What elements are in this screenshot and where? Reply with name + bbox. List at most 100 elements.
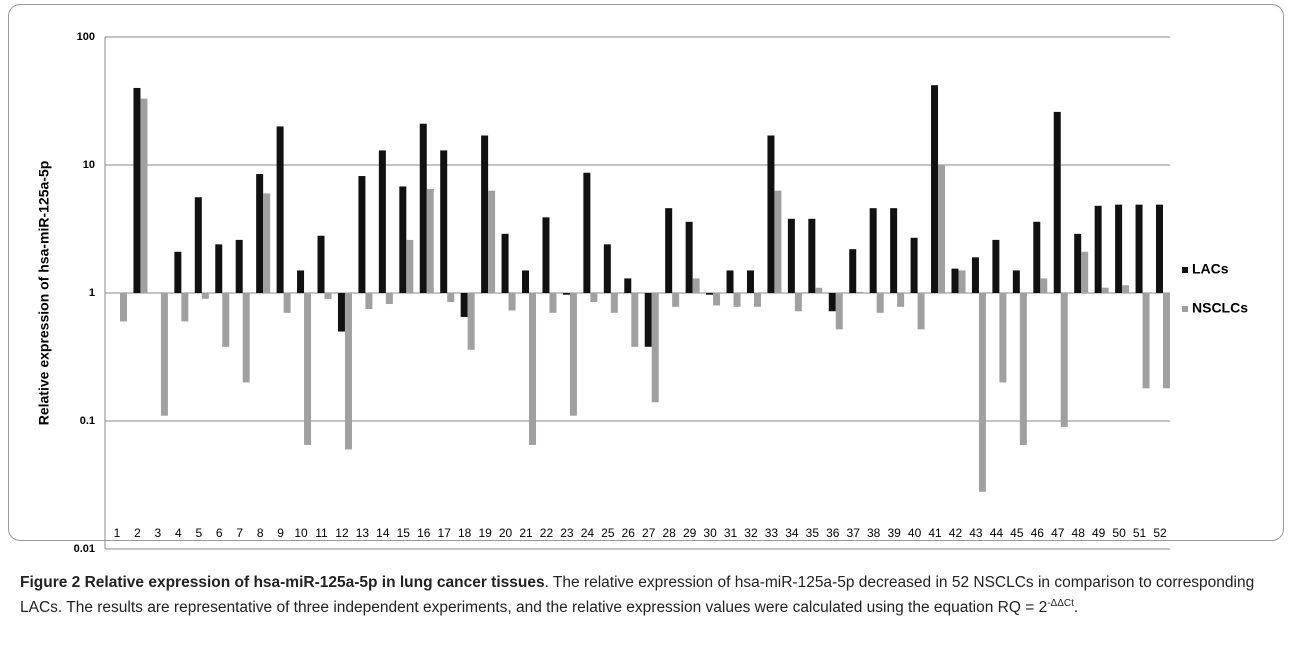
- x-tick-label: 20: [499, 526, 513, 540]
- bar: [399, 186, 407, 293]
- x-tick-label: 16: [417, 526, 431, 540]
- bar: [808, 218, 816, 293]
- bar: [692, 278, 700, 293]
- bar: [488, 190, 496, 293]
- x-tick-label: 38: [867, 526, 881, 540]
- bar: [215, 244, 223, 293]
- x-tick-label: 17: [438, 526, 452, 540]
- bar: [583, 172, 591, 293]
- x-tick-label: 2: [134, 526, 141, 540]
- bar: [644, 293, 652, 347]
- bar: [160, 293, 168, 416]
- bar: [753, 293, 761, 307]
- bar: [1115, 204, 1123, 293]
- bar: [815, 287, 823, 293]
- bar: [610, 293, 618, 313]
- bar: [685, 221, 693, 293]
- x-tick-label: 25: [601, 526, 615, 540]
- bar: [665, 208, 673, 293]
- bar: [835, 293, 843, 330]
- x-tick-label: 15: [397, 526, 411, 540]
- bar: [337, 293, 345, 332]
- x-tick-label: 41: [928, 526, 942, 540]
- bar: [733, 293, 741, 307]
- bar: [958, 270, 966, 293]
- bar: [978, 293, 986, 492]
- x-tick-label: 3: [155, 526, 162, 540]
- bar: [971, 257, 979, 293]
- chart: Relative expression of hsa-miR-125a-5p 1…: [36, 31, 1249, 555]
- bar: [917, 293, 925, 330]
- y-tick-label: 0.1: [80, 415, 95, 427]
- x-tick-label: 42: [949, 526, 963, 540]
- bar: [508, 293, 516, 311]
- bar: [856, 291, 864, 293]
- caption: Figure 2 Relative expression of hsa-miR-…: [20, 572, 1282, 618]
- x-tick-label: 43: [969, 526, 983, 540]
- bar: [1094, 205, 1102, 293]
- bar: [706, 293, 714, 295]
- y-tick-label: 1: [89, 287, 95, 299]
- bar: [283, 293, 291, 313]
- bar: [133, 87, 141, 294]
- bar: [549, 293, 557, 313]
- x-tick-label: 19: [478, 526, 492, 540]
- bar: [951, 268, 959, 293]
- x-tick-label: 9: [277, 526, 284, 540]
- x-tick-label: 30: [703, 526, 717, 540]
- y-tick-label: 10: [83, 159, 95, 171]
- bar: [344, 293, 352, 450]
- bar: [501, 233, 509, 293]
- bar: [1019, 293, 1027, 445]
- legend-swatch: [1182, 306, 1188, 312]
- bar: [1101, 287, 1109, 293]
- bar: [890, 208, 898, 293]
- bar: [481, 135, 489, 293]
- x-tick-label: 32: [744, 526, 758, 540]
- bar: [849, 249, 857, 293]
- bar: [256, 174, 264, 293]
- x-tick-label: 31: [724, 526, 738, 540]
- x-tick-label: 13: [356, 526, 370, 540]
- bar: [651, 293, 659, 403]
- bar: [672, 293, 680, 307]
- x-tick-label: 47: [1051, 526, 1065, 540]
- bar: [529, 293, 537, 445]
- bar: [1060, 293, 1068, 427]
- x-tick-label: 29: [683, 526, 697, 540]
- bar: [324, 293, 332, 299]
- caption-text: . The relative expression of hsa-miR-125…: [20, 574, 1255, 617]
- y-axis-label: Relative expression of hsa-miR-125a-5p: [36, 161, 52, 426]
- bar: [869, 208, 877, 293]
- x-tick-label: 18: [458, 526, 472, 540]
- bar: [910, 237, 918, 293]
- bar: [263, 193, 271, 293]
- x-tick-label: 4: [175, 526, 182, 540]
- bar: [1156, 204, 1163, 293]
- x-tick-label: 10: [294, 526, 308, 540]
- x-tick-label: 27: [642, 526, 656, 540]
- legend-label: NSCLCs: [1192, 300, 1248, 316]
- x-tick-label: 21: [519, 526, 533, 540]
- legend-label: LACs: [1192, 261, 1229, 277]
- bar: [242, 293, 250, 383]
- bar: [419, 123, 427, 294]
- bar: [1142, 293, 1150, 389]
- bar: [999, 293, 1007, 383]
- bar: [713, 293, 721, 306]
- bar: [120, 293, 127, 322]
- bar: [406, 239, 414, 293]
- bar: [746, 270, 754, 293]
- bar: [590, 293, 598, 303]
- bar: [174, 251, 182, 293]
- bar: [569, 293, 577, 416]
- bar: [787, 218, 795, 293]
- bar: [828, 293, 836, 312]
- bar: [140, 98, 148, 293]
- bar: [385, 293, 393, 305]
- bar: [201, 293, 209, 299]
- x-tick-label: 52: [1153, 526, 1167, 540]
- bar: [1033, 221, 1041, 293]
- caption-end: .: [1073, 599, 1079, 617]
